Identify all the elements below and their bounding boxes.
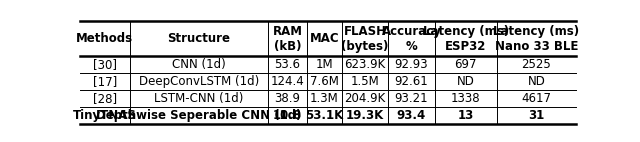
Text: 4617: 4617 xyxy=(522,92,552,105)
Text: 53.6: 53.6 xyxy=(275,58,301,71)
Text: DeepConvLSTM (1d): DeepConvLSTM (1d) xyxy=(139,75,259,88)
Text: Latency (ms)
ESP32: Latency (ms) ESP32 xyxy=(422,25,509,53)
Text: 92.61: 92.61 xyxy=(394,75,428,88)
Text: 93.4: 93.4 xyxy=(397,109,426,122)
Text: 92.93: 92.93 xyxy=(395,58,428,71)
Text: Accuracy
%: Accuracy % xyxy=(381,25,442,53)
Text: [17]: [17] xyxy=(93,75,117,88)
Text: 38.9: 38.9 xyxy=(275,92,301,105)
Text: 93.21: 93.21 xyxy=(395,92,428,105)
Text: 623.9K: 623.9K xyxy=(344,58,386,71)
Text: 31: 31 xyxy=(528,109,545,122)
Text: 19.3K: 19.3K xyxy=(346,109,384,122)
Text: ND: ND xyxy=(527,75,545,88)
Text: LSTM-CNN (1d): LSTM-CNN (1d) xyxy=(154,92,244,105)
Text: 1.3M: 1.3M xyxy=(310,92,339,105)
Text: FLASH
(bytes): FLASH (bytes) xyxy=(341,25,388,53)
Text: 1.5M: 1.5M xyxy=(351,75,380,88)
Text: RAM
(kB): RAM (kB) xyxy=(273,25,303,53)
Text: Methods: Methods xyxy=(76,32,134,45)
Text: 1338: 1338 xyxy=(451,92,481,105)
Text: 13: 13 xyxy=(458,109,474,122)
Text: 697: 697 xyxy=(454,58,477,71)
Text: 10.8: 10.8 xyxy=(273,109,302,122)
Text: [30]: [30] xyxy=(93,58,117,71)
Text: Latency (ms)
Nano 33 BLE: Latency (ms) Nano 33 BLE xyxy=(493,25,579,53)
Text: 2525: 2525 xyxy=(522,58,551,71)
Text: CNN (1d): CNN (1d) xyxy=(172,58,226,71)
Text: ND: ND xyxy=(457,75,475,88)
Text: 204.9K: 204.9K xyxy=(344,92,386,105)
Text: 53.1K: 53.1K xyxy=(305,109,344,122)
Text: TinyTNAS: TinyTNAS xyxy=(73,109,137,122)
Text: Depthwise Seperable CNN (1d): Depthwise Seperable CNN (1d) xyxy=(96,109,302,122)
Text: 1M: 1M xyxy=(316,58,333,71)
Text: MAC: MAC xyxy=(310,32,339,45)
Text: 7.6M: 7.6M xyxy=(310,75,339,88)
Text: 124.4: 124.4 xyxy=(271,75,305,88)
Text: Structure: Structure xyxy=(168,32,230,45)
Text: [28]: [28] xyxy=(93,92,117,105)
